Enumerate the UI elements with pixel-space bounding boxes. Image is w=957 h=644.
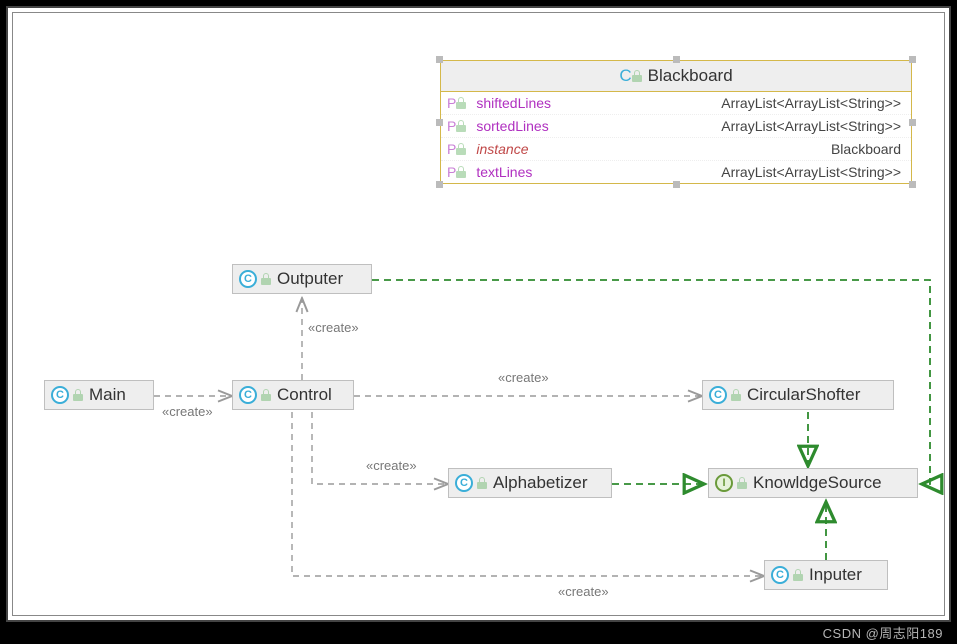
property-icon: P xyxy=(447,118,456,134)
node-label: Outputer xyxy=(277,269,343,289)
edge-label: «create» xyxy=(498,370,549,385)
node-label: KnowldgeSource xyxy=(753,473,882,493)
node-circular[interactable]: C CircularShofter xyxy=(702,380,894,410)
class-blackboard[interactable]: C Blackboard PshiftedLines ArrayList<Arra… xyxy=(440,60,912,184)
lock-icon xyxy=(261,273,271,285)
edge-label: «create» xyxy=(162,404,213,419)
property-row[interactable]: PsortedLines ArrayList<ArrayList<String>> xyxy=(441,115,911,138)
lock-icon xyxy=(737,477,747,489)
property-icon: P xyxy=(447,164,456,180)
interface-icon: I xyxy=(715,474,733,492)
property-name: sortedLines xyxy=(472,118,572,134)
selection-handle[interactable] xyxy=(909,56,916,63)
selection-handle[interactable] xyxy=(436,119,443,126)
lock-icon xyxy=(632,70,642,82)
uml-canvas: C Blackboard PshiftedLines ArrayList<Arra… xyxy=(8,8,949,620)
selection-handle[interactable] xyxy=(909,119,916,126)
node-outputer[interactable]: C Outputer xyxy=(232,264,372,294)
lock-icon xyxy=(456,166,466,178)
class-icon: C xyxy=(771,566,789,584)
selection-handle[interactable] xyxy=(673,56,680,63)
lock-icon xyxy=(793,569,803,581)
class-icon: C xyxy=(239,270,257,288)
node-control[interactable]: C Control xyxy=(232,380,354,410)
lock-icon xyxy=(456,97,466,109)
lock-icon xyxy=(456,143,466,155)
property-name: instance xyxy=(472,141,572,157)
class-icon: C xyxy=(455,474,473,492)
class-header: C Blackboard xyxy=(441,61,911,92)
lock-icon xyxy=(261,389,271,401)
property-row[interactable]: Pinstance Blackboard xyxy=(441,138,911,161)
edge-control-alphabetizer xyxy=(312,412,448,484)
edge-label: «create» xyxy=(308,320,359,335)
node-inputer[interactable]: C Inputer xyxy=(764,560,888,590)
class-icon: C xyxy=(619,66,631,86)
class-title: Blackboard xyxy=(648,66,733,86)
property-type: ArrayList<ArrayList<String>> xyxy=(721,95,901,111)
property-type: ArrayList<ArrayList<String>> xyxy=(721,164,901,180)
lock-icon xyxy=(731,389,741,401)
lock-icon xyxy=(477,477,487,489)
watermark-text: CSDN @周志阳189 xyxy=(823,623,943,642)
selection-handle[interactable] xyxy=(436,56,443,63)
lock-icon xyxy=(456,120,466,132)
property-type: Blackboard xyxy=(831,141,901,157)
property-type: ArrayList<ArrayList<String>> xyxy=(721,118,901,134)
node-label: Alphabetizer xyxy=(493,473,588,493)
node-knowledge[interactable]: I KnowldgeSource xyxy=(708,468,918,498)
edge-label: «create» xyxy=(558,584,609,599)
node-alphabetizer[interactable]: C Alphabetizer xyxy=(448,468,612,498)
property-icon: P xyxy=(447,141,456,157)
property-name: shiftedLines xyxy=(472,95,572,111)
property-row[interactable]: PshiftedLines ArrayList<ArrayList<String>… xyxy=(441,92,911,115)
node-label: Control xyxy=(277,385,332,405)
class-icon: C xyxy=(239,386,257,404)
selection-handle[interactable] xyxy=(436,181,443,188)
class-icon: C xyxy=(709,386,727,404)
node-label: Main xyxy=(89,385,126,405)
class-icon: C xyxy=(51,386,69,404)
node-main[interactable]: C Main xyxy=(44,380,154,410)
node-label: Inputer xyxy=(809,565,862,585)
selection-handle[interactable] xyxy=(909,181,916,188)
selection-handle[interactable] xyxy=(673,181,680,188)
edge-label: «create» xyxy=(366,458,417,473)
property-name: textLines xyxy=(472,164,572,180)
property-icon: P xyxy=(447,95,456,111)
lock-icon xyxy=(73,389,83,401)
property-row[interactable]: PtextLines ArrayList<ArrayList<String>> xyxy=(441,161,911,183)
node-label: CircularShofter xyxy=(747,385,860,405)
